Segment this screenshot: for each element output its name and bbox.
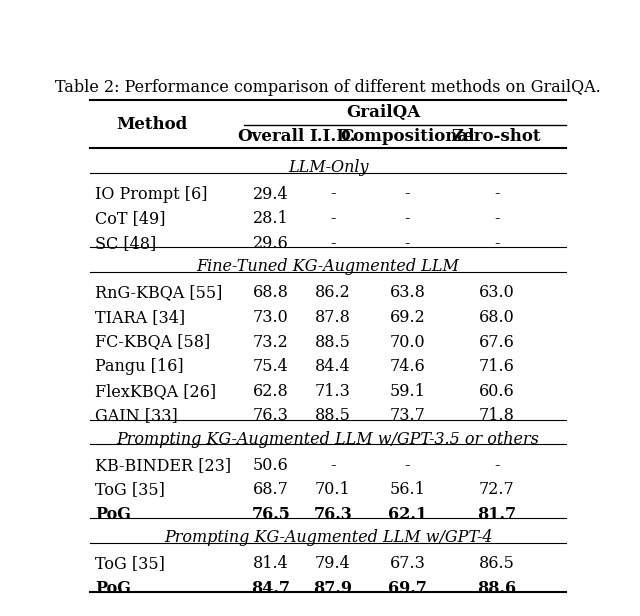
Text: 67.3: 67.3	[389, 556, 426, 572]
Text: PoG: PoG	[95, 506, 131, 523]
Text: FC-KBQA [58]: FC-KBQA [58]	[95, 333, 210, 351]
Text: Fine-Tuned KG-Augmented LLM: Fine-Tuned KG-Augmented LLM	[196, 258, 460, 275]
Text: 59.1: 59.1	[389, 383, 426, 400]
Text: 28.1: 28.1	[253, 210, 289, 227]
Text: 71.3: 71.3	[315, 383, 351, 400]
Text: 88.5: 88.5	[315, 408, 351, 424]
Text: CoT [49]: CoT [49]	[95, 210, 165, 227]
Text: 68.0: 68.0	[479, 309, 515, 326]
Text: -: -	[330, 235, 336, 252]
Text: Table 2: Performance comparison of different methods on GrailQA.: Table 2: Performance comparison of diffe…	[55, 79, 601, 95]
Text: Prompting KG-Augmented LLM w/GPT-4: Prompting KG-Augmented LLM w/GPT-4	[164, 529, 492, 546]
Text: 62.8: 62.8	[253, 383, 289, 400]
Text: 72.7: 72.7	[479, 482, 515, 498]
Text: 81.7: 81.7	[477, 506, 516, 523]
Text: 73.2: 73.2	[253, 333, 289, 351]
Text: 86.5: 86.5	[479, 556, 515, 572]
Text: 68.8: 68.8	[253, 284, 289, 301]
Text: 75.4: 75.4	[253, 358, 289, 375]
Text: 71.8: 71.8	[479, 408, 515, 424]
Text: 76.3: 76.3	[314, 506, 353, 523]
Text: 84.7: 84.7	[252, 580, 291, 597]
Text: -: -	[494, 235, 499, 252]
Text: Compositional: Compositional	[340, 128, 475, 145]
Text: 87.9: 87.9	[314, 580, 353, 597]
Text: 86.2: 86.2	[315, 284, 351, 301]
Text: 76.3: 76.3	[253, 408, 289, 424]
Text: ToG [35]: ToG [35]	[95, 556, 164, 572]
Text: 69.2: 69.2	[390, 309, 425, 326]
Text: 62.1: 62.1	[388, 506, 427, 523]
Text: -: -	[404, 457, 410, 474]
Text: -: -	[330, 457, 336, 474]
Text: ToG [35]: ToG [35]	[95, 482, 164, 498]
Text: 76.5: 76.5	[252, 506, 291, 523]
Text: GAIN [33]: GAIN [33]	[95, 408, 178, 424]
Text: TIARA [34]: TIARA [34]	[95, 309, 185, 326]
Text: 63.0: 63.0	[479, 284, 515, 301]
Text: -: -	[404, 235, 410, 252]
Text: 29.4: 29.4	[253, 185, 289, 203]
Text: 60.6: 60.6	[479, 383, 515, 400]
Text: GrailQA: GrailQA	[346, 104, 420, 121]
Text: 79.4: 79.4	[315, 556, 351, 572]
Text: 50.6: 50.6	[253, 457, 289, 474]
Text: IO Prompt [6]: IO Prompt [6]	[95, 185, 207, 203]
Text: 73.7: 73.7	[389, 408, 426, 424]
Text: 70.0: 70.0	[390, 333, 425, 351]
Text: 88.5: 88.5	[315, 333, 351, 351]
Text: 81.4: 81.4	[253, 556, 289, 572]
Text: I.I.D.: I.I.D.	[310, 128, 356, 145]
Text: RnG-KBQA [55]: RnG-KBQA [55]	[95, 284, 222, 301]
Text: 67.6: 67.6	[479, 333, 515, 351]
Text: 74.6: 74.6	[390, 358, 425, 375]
Text: -: -	[494, 185, 499, 203]
Text: 87.8: 87.8	[315, 309, 351, 326]
Text: SC [48]: SC [48]	[95, 235, 156, 252]
Text: Zero-shot: Zero-shot	[452, 128, 541, 145]
Text: 68.7: 68.7	[253, 482, 289, 498]
Text: -: -	[330, 210, 336, 227]
Text: Overall: Overall	[237, 128, 305, 145]
Text: -: -	[404, 210, 410, 227]
Text: 70.1: 70.1	[315, 482, 351, 498]
Text: -: -	[494, 210, 499, 227]
Text: KB-BINDER [23]: KB-BINDER [23]	[95, 457, 231, 474]
Text: 29.6: 29.6	[253, 235, 289, 252]
Text: 88.6: 88.6	[477, 580, 516, 597]
Text: 84.4: 84.4	[315, 358, 351, 375]
Text: -: -	[330, 185, 336, 203]
Text: 71.6: 71.6	[479, 358, 515, 375]
Text: Prompting KG-Augmented LLM w/GPT-3.5 or others: Prompting KG-Augmented LLM w/GPT-3.5 or …	[116, 431, 540, 448]
Text: LLM-Only: LLM-Only	[288, 160, 368, 176]
Text: 63.8: 63.8	[389, 284, 426, 301]
Text: Pangu [16]: Pangu [16]	[95, 358, 184, 375]
Text: 69.7: 69.7	[388, 580, 427, 597]
Text: FlexKBQA [26]: FlexKBQA [26]	[95, 383, 216, 400]
Text: Method: Method	[116, 116, 188, 132]
Text: 73.0: 73.0	[253, 309, 289, 326]
Text: 56.1: 56.1	[389, 482, 426, 498]
Text: -: -	[404, 185, 410, 203]
Text: PoG: PoG	[95, 580, 131, 597]
Text: -: -	[494, 457, 499, 474]
